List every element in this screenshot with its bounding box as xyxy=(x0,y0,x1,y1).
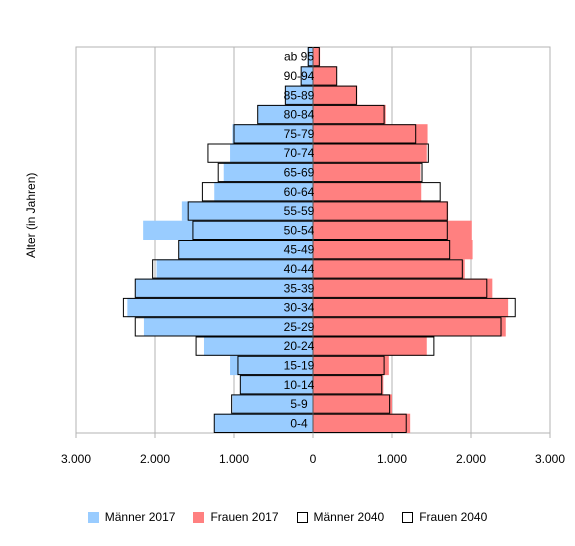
category-label: 70-74 xyxy=(284,146,315,160)
legend-label-women-2040: Frauen 2040 xyxy=(419,510,488,524)
bar-frauen-2017 xyxy=(313,240,473,260)
category-label: 40-44 xyxy=(284,262,315,276)
bar-maenner-2017 xyxy=(232,124,313,144)
category-label: ab 95 xyxy=(284,50,314,64)
bar-maenner-2017 xyxy=(143,220,313,240)
bar-frauen-2017 xyxy=(313,394,392,414)
x-tick-label: 2.000 xyxy=(140,452,170,466)
legend-item-men-2040: Männer 2040 xyxy=(296,510,385,524)
bar-maenner-2017 xyxy=(301,66,313,86)
category-label: 25-29 xyxy=(284,320,315,334)
category-label: 85-89 xyxy=(284,88,315,102)
category-label: 5-9 xyxy=(290,397,308,411)
bar-frauen-2017 xyxy=(313,355,389,376)
x-tick-label: 0 xyxy=(310,452,317,466)
bar-frauen-2017 xyxy=(313,66,337,86)
bar-frauen-2017 xyxy=(313,182,422,202)
bar-maenner-2017 xyxy=(181,201,313,221)
bar-maenner-2017 xyxy=(240,375,313,395)
x-tick-label: 3.000 xyxy=(61,452,91,466)
bar-maenner-2017 xyxy=(143,317,313,337)
x-tick-label: 1.000 xyxy=(219,452,249,466)
category-label: 60-64 xyxy=(284,185,315,199)
legend: Männer 2017 Frauen 2017 Männer 2040 Frau… xyxy=(0,510,575,524)
bar-frauen-2017 xyxy=(313,143,427,163)
legend-swatch-women-2040 xyxy=(402,511,414,523)
category-label: 20-24 xyxy=(284,339,315,353)
x-tick-label: 2.000 xyxy=(456,452,486,466)
category-label: 45-49 xyxy=(284,243,315,257)
bar-maenner-2017 xyxy=(230,143,313,163)
bar-frauen-2017 xyxy=(313,375,384,395)
category-label: 90-94 xyxy=(284,69,315,83)
category-label: 65-69 xyxy=(284,165,315,179)
category-label: 35-39 xyxy=(284,281,315,295)
legend-swatch-men-2017 xyxy=(87,511,99,523)
bar-frauen-2017 xyxy=(313,297,509,318)
bar-maenner-2017 xyxy=(285,85,313,105)
x-tick-label: 3.000 xyxy=(535,452,565,466)
legend-label-women-2017: Frauen 2017 xyxy=(210,510,279,524)
bar-frauen-2017 xyxy=(313,220,472,240)
legend-label-men-2040: Männer 2040 xyxy=(313,510,385,524)
bar-frauen-2017 xyxy=(313,259,465,279)
category-label: 30-34 xyxy=(284,301,315,315)
bar-frauen-2017 xyxy=(313,85,358,105)
category-label: 80-84 xyxy=(284,108,315,122)
bar-maenner-2017 xyxy=(214,182,313,202)
bar-frauen-2017 xyxy=(313,124,428,144)
legend-swatch-women-2017 xyxy=(193,511,205,523)
bar-frauen-2017 xyxy=(313,201,449,221)
legend-swatch-men-2040 xyxy=(296,511,308,523)
category-label: 15-19 xyxy=(284,358,315,372)
bar-maenner-2017 xyxy=(307,47,313,67)
category-label: 50-54 xyxy=(284,223,315,237)
bar-maenner-2017 xyxy=(223,162,313,183)
y-axis-label: Alter (in Jahren) xyxy=(24,172,38,258)
bar-frauen-2017 xyxy=(313,317,506,337)
bar-maenner-2017 xyxy=(135,278,313,298)
bar-frauen-2017 xyxy=(313,162,421,183)
bar-frauen-2017 xyxy=(313,336,427,356)
category-label: 55-59 xyxy=(284,204,315,218)
category-label: 0-4 xyxy=(290,416,308,430)
bar-maenner-2017 xyxy=(127,297,313,318)
legend-item-men-2017: Männer 2017 xyxy=(87,510,176,524)
bar-frauen-2017 xyxy=(313,413,411,433)
bar-maenner-2017 xyxy=(257,104,313,125)
bar-maenner-2017 xyxy=(203,336,313,356)
bar-maenner-2017 xyxy=(178,240,313,260)
bar-frauen-2017 xyxy=(313,47,321,67)
bar-maenner-2017 xyxy=(232,394,313,414)
category-label: 10-14 xyxy=(284,378,315,392)
bar-frauen-2017 xyxy=(313,104,386,125)
category-label: 75-79 xyxy=(284,127,315,141)
bar-maenner-2017 xyxy=(156,259,313,279)
legend-item-women-2040: Frauen 2040 xyxy=(402,510,487,524)
bar-maenner-2017 xyxy=(214,413,313,433)
legend-label-men-2017: Männer 2017 xyxy=(104,510,176,524)
bar-maenner-2017 xyxy=(230,355,313,376)
legend-item-women-2017: Frauen 2017 xyxy=(193,510,279,524)
x-tick-label: 1.000 xyxy=(377,452,407,466)
bar-frauen-2017 xyxy=(313,278,493,298)
